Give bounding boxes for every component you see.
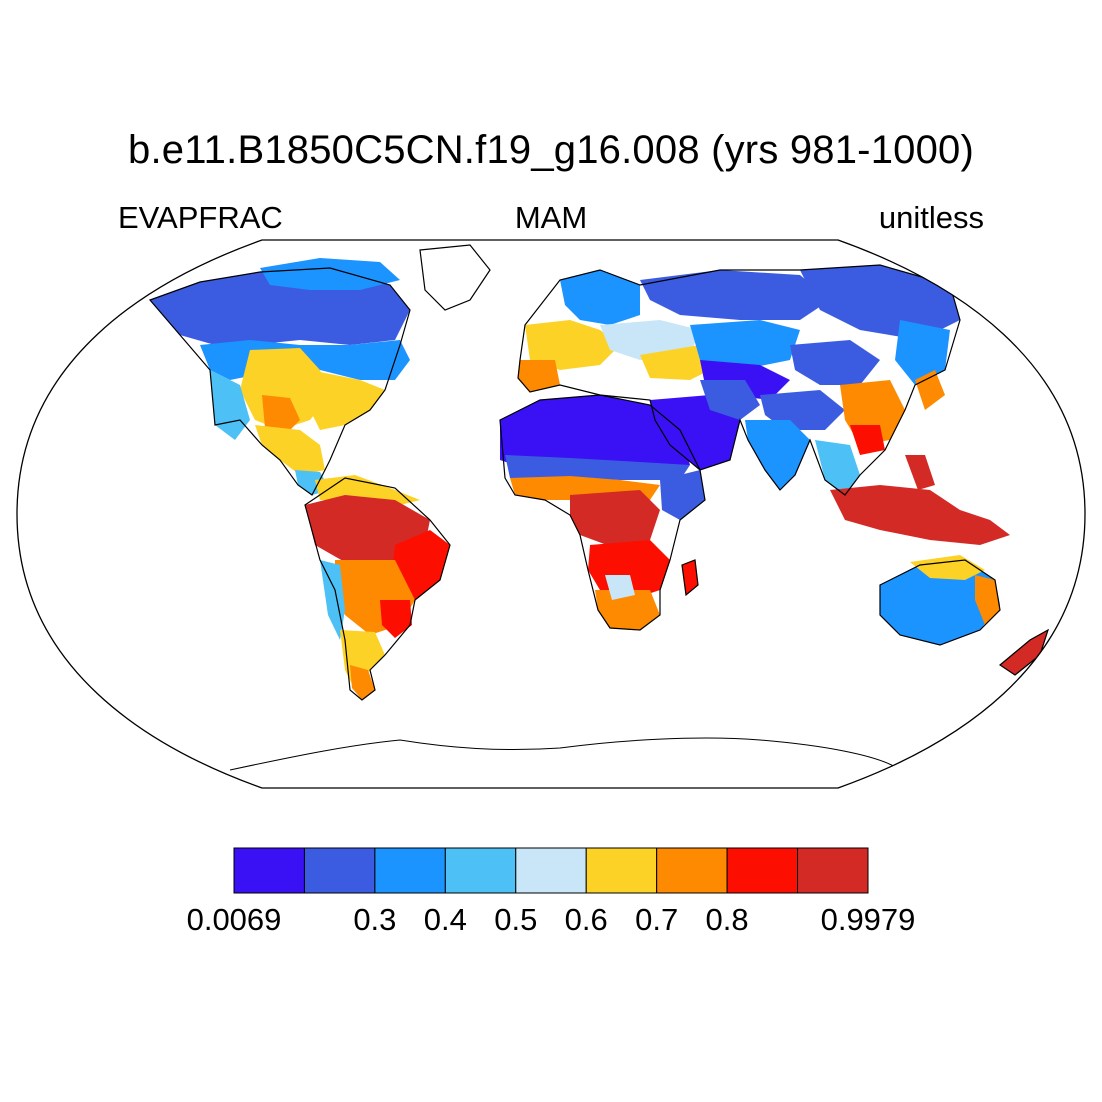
region-philippines (905, 455, 935, 490)
region-patagonia (350, 665, 375, 700)
region-se-asia (815, 440, 860, 495)
region-kazakh (690, 320, 800, 370)
colorbar-tick-label: 0.4 (423, 902, 467, 937)
colorbar-tick-label: 0.5 (494, 902, 538, 937)
region-east-africa (660, 470, 705, 520)
region-arabia (650, 395, 740, 470)
map-frame (16, 239, 1086, 789)
region-indonesia (830, 485, 1010, 545)
region-arctic-islands (260, 258, 400, 290)
region-madagascar (682, 560, 698, 595)
coastlines (148, 244, 1050, 701)
region-europe-west (525, 320, 620, 370)
region-africa-south (595, 590, 660, 630)
colorbar-swatch (797, 847, 869, 894)
colorbar-swatch (585, 847, 658, 894)
colorbar (233, 847, 869, 894)
region-sa-west (320, 560, 345, 640)
region-australia-interior (880, 560, 1000, 645)
region-japan (915, 370, 945, 410)
region-kalahari (605, 575, 635, 600)
region-sahara (500, 395, 690, 470)
colorbar-tick-label: 0.6 (564, 902, 608, 937)
region-china-south (850, 425, 885, 455)
colorbar-swatch (374, 847, 446, 894)
region-siberia-west (640, 270, 830, 320)
region-sahel (505, 455, 690, 480)
region-us-west (240, 348, 330, 430)
region-se-brazil (380, 600, 412, 638)
region-mexico (255, 425, 325, 475)
region-mongolia (790, 340, 880, 385)
colorbar-swatch (444, 847, 517, 894)
colorbar-tick-label: 0.8 (705, 902, 749, 937)
region-congo (570, 490, 660, 548)
region-east-siberia-coast (895, 320, 950, 385)
season-label: MAM (514, 200, 588, 235)
colorbar-swatch (726, 847, 799, 894)
region-scandinavia (560, 270, 640, 325)
land-field (150, 258, 1048, 771)
colorbar-swatch (515, 847, 587, 894)
colorbar-tick-label: 0.3 (353, 902, 397, 937)
colorbar-tick-label: 0.7 (635, 902, 679, 937)
region-us-east (310, 372, 385, 430)
colorbar-tick-label: 0.0069 (186, 902, 282, 937)
region-pacific-nw (210, 370, 250, 440)
region-antarctica-outline (229, 737, 901, 771)
colorbar-swatch (233, 847, 305, 894)
region-iberia (518, 360, 560, 392)
region-australia-east (975, 575, 1000, 625)
region-us-sw (262, 395, 300, 435)
colorbar-swatch (656, 847, 728, 894)
region-iran (700, 380, 760, 420)
units-label: unitless (878, 200, 984, 235)
plot-title: b.e11.B1850C5CN.f19_g16.008 (yrs 981-100… (128, 128, 974, 172)
variable-label: EVAPFRAC (118, 200, 283, 235)
colorbar-tick-label: 0.9979 (820, 902, 916, 937)
colorbar-swatch (303, 847, 376, 894)
region-siberia-east (800, 265, 960, 340)
region-india (745, 420, 810, 490)
region-new-zealand (1000, 630, 1048, 675)
